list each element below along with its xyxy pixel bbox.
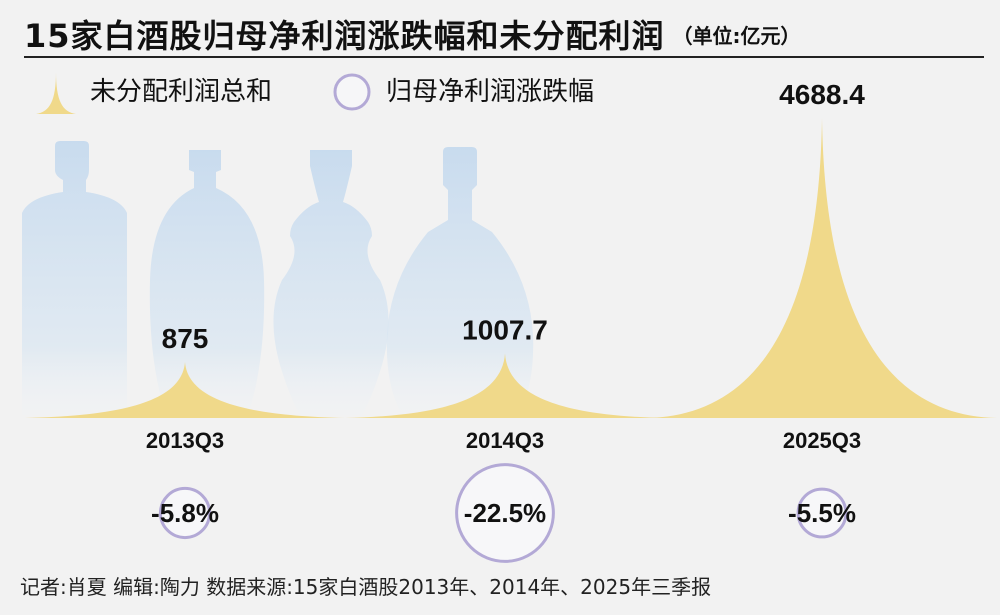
change-label-2013Q3: -5.8% [151,498,219,528]
change-label-2014Q3: -22.5% [464,498,546,528]
peak-series [25,118,997,418]
value-label-2025Q3: 4688.4 [779,79,865,110]
data-labels: 875 2013Q3 1007.7 2014Q3 4688.4 2025Q3 [146,79,865,453]
legend: 未分配利润总和 归母净利润涨跌幅 [36,70,654,114]
value-label-2013Q3: 875 [162,323,209,354]
legend-label-circle: 归母净利润涨跌幅 [386,77,595,107]
bottle-silhouette [386,147,534,415]
circle-icon-shape [333,73,371,111]
circle-icon [333,73,371,111]
unit-label: （单位:亿元） [672,24,801,48]
legend-item-net-profit-change: 归母净利润涨跌幅 [332,72,594,112]
footer-credits: 记者:肖夏 编辑:陶力 数据来源:15家白酒股2013年、2014年、2025年… [20,575,712,599]
peak-2025Q3 [647,118,997,418]
peak-2013Q3 [25,362,345,418]
category-label-2025Q3: 2025Q3 [783,428,861,453]
chart-title: 15家白酒股归母净利润涨跌幅和未分配利润 [24,17,665,55]
legend-label-peak: 未分配利润总和 [90,77,273,107]
peak-2014Q3 [345,353,665,418]
bottle-silhouette [273,150,389,415]
category-label-2014Q3: 2014Q3 [466,428,544,453]
change-label-2025Q3: -5.5% [788,498,856,528]
peak-icon-shape [36,72,76,114]
circle-series: -5.8% -22.5% -5.5% [151,463,856,563]
category-label-2013Q3: 2013Q3 [146,428,224,453]
change-circle-2013Q3 [158,486,212,540]
change-circle-2025Q3 [796,487,848,539]
legend-item-undistributed-profit: 未分配利润总和 [36,70,272,114]
bottle-silhouette [22,141,127,415]
change-circle-2014Q3 [455,463,555,563]
bottle-background [22,141,534,415]
value-label-2014Q3: 1007.7 [462,315,548,346]
chart-header: 15家白酒股归母净利润涨跌幅和未分配利润 （单位:亿元） [24,12,984,58]
bottle-silhouette [149,150,265,415]
peak-icon [36,72,76,114]
